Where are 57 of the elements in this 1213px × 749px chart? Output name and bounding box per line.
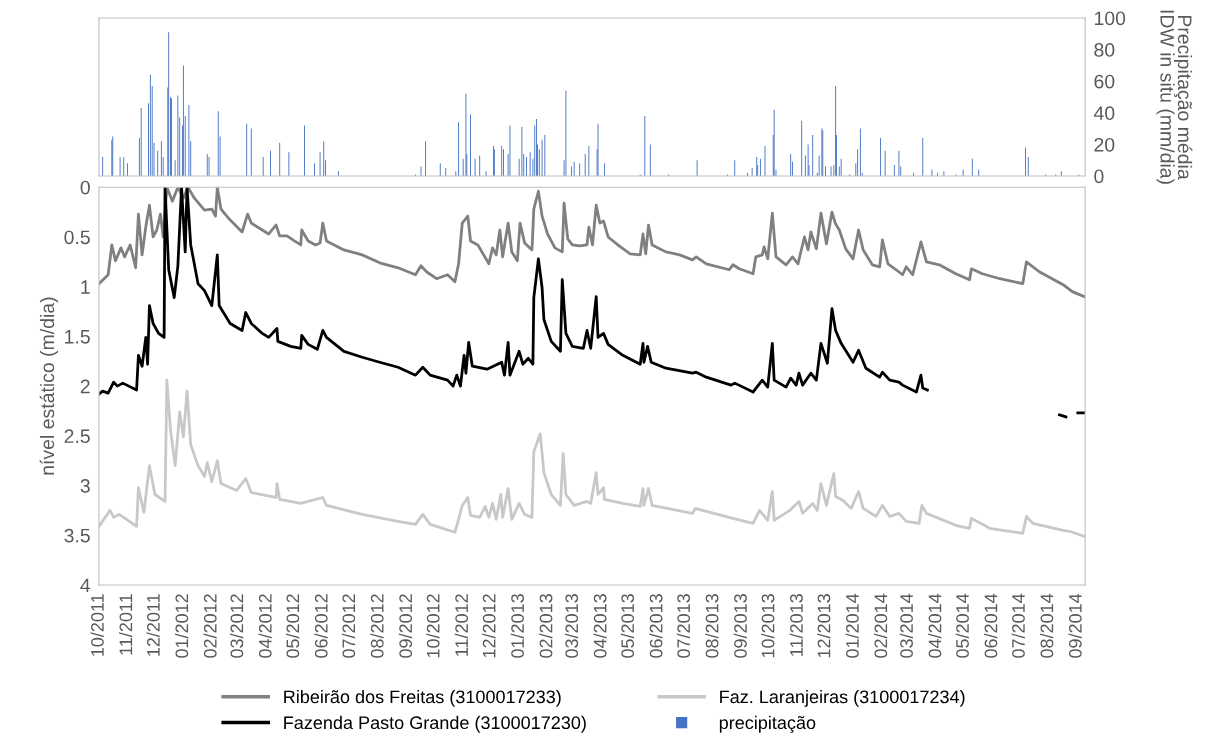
x-tick-label: 04/2012 [258,594,272,658]
legend-label: Ribeirão dos Freitas (3100017233) [284,689,561,707]
x-tick-label: 12/2012 [482,594,496,658]
x-tick-label: 07/2012 [341,594,356,658]
x-tick-label: 07/2013 [676,594,691,658]
y2-tick-label: 0 [1094,169,1104,184]
y2-tick-label: 60 [1094,74,1115,89]
x-tick-label: 10/2012 [426,594,440,658]
x-tick-label: 11/2012 [454,594,469,656]
x-tick-label: 05/2013 [620,594,635,658]
y-tick-label: 4 [80,578,91,593]
x-tick-label: 08/2013 [705,594,719,658]
x-tick-label: 05/2012 [285,594,300,658]
x-tick-label: 07/2014 [1011,593,1025,658]
y2-tick-label: 80 [1094,43,1115,57]
x-tick-label: 08/2012 [370,594,384,658]
x-tick-label: 10/2011 [90,594,104,656]
x-tick-label: 08/2014 [1040,593,1054,658]
y-tick-label: 1 [81,280,90,294]
legend-label: Fazenda Pasto Grande (3100017230) [284,715,586,733]
x-tick-label: 12/2013 [817,594,831,658]
x-tick-label: 11/2013 [789,594,803,656]
y-axis-title: nível estático (m/dia) [39,297,59,475]
y-tick-label: 3.5 [64,528,90,543]
y-tick-label: 1.5 [65,330,90,344]
x-tick-label: 02/2013 [539,594,553,658]
y2-axis-title: Precipitação média IDW in situ (mm/dia) [1156,10,1193,184]
y2-tick-label: 40 [1093,106,1115,121]
x-tick-label: 04/2014 [928,593,942,658]
y-tick-label: 2.5 [64,429,90,444]
legend-label: precipitação [719,715,816,733]
x-tick-label: 09/2012 [398,594,413,658]
x-tick-label: 01/2012 [174,594,189,658]
x-tick-label: 06/2012 [314,594,328,658]
x-tick-label: 09/2014 [1068,593,1082,658]
x-tick-label: 05/2014 [955,593,969,658]
x-tick-label: 03/2014 [899,593,913,658]
y2-tick-label: 100 [1094,11,1126,26]
x-tick-label: 02/2012 [203,594,217,658]
y-tick-label: 0.5 [64,230,90,245]
x-tick-label: 11/2011 [119,594,133,655]
x-tick-label: 10/2013 [761,594,775,658]
x-tick-label: 03/2013 [564,594,579,658]
x-tick-label: 04/2013 [593,594,607,658]
y-tick-label: 3 [80,479,90,493]
y-tick-label: 2 [80,379,90,394]
x-tick-label: 06/2013 [649,594,663,658]
y-tick-label: 0 [80,180,90,195]
x-tick-label: 03/2012 [230,594,244,658]
y2-tick-label: 20 [1094,137,1115,152]
x-tick-label: 02/2014 [874,593,888,658]
x-tick-label: 01/2014 [845,593,859,658]
x-tick-label: 09/2013 [733,594,747,658]
legend-label: Faz. Laranjeiras (3100017234) [720,689,965,707]
x-tick-label: 01/2013 [510,594,524,658]
x-tick-label: 12/2011 [146,594,160,656]
x-tick-label: 06/2014 [984,593,998,658]
